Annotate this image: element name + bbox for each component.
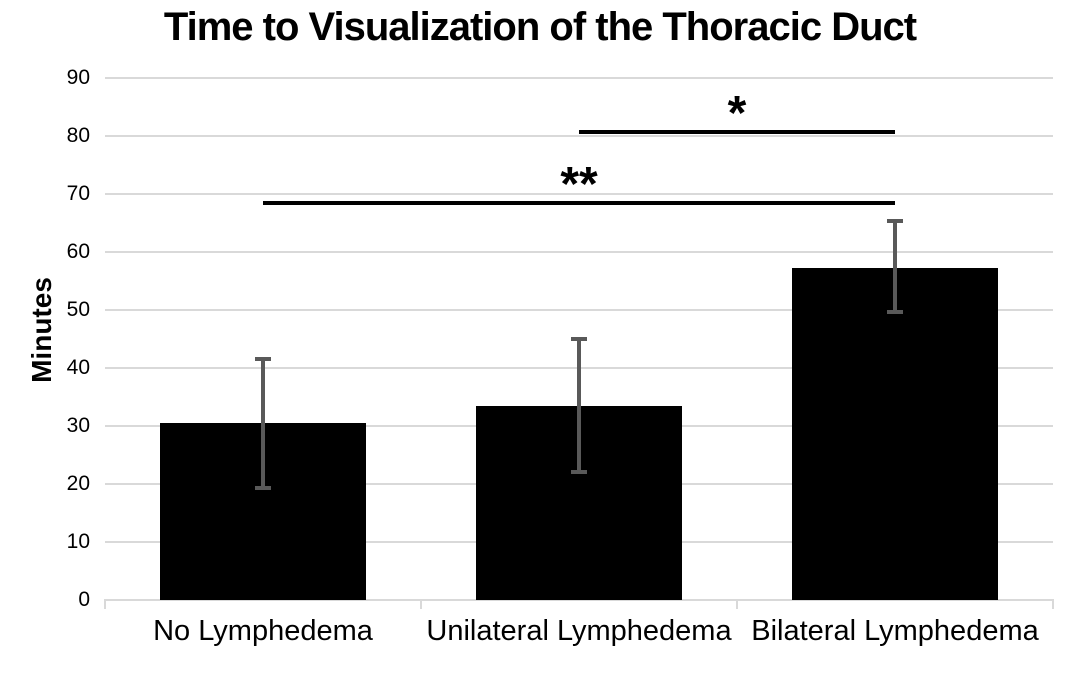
error-bar-0 (261, 359, 265, 489)
x-axis-tick-mark (736, 599, 738, 609)
x-category-label-0: No Lymphedema (153, 615, 373, 647)
error-bar-top-cap-2 (887, 219, 903, 224)
significance-label-1: * (727, 86, 747, 140)
bar-2 (792, 267, 998, 600)
y-tick-label-40: 40 (66, 356, 90, 379)
gridline-60 (105, 251, 1053, 253)
y-tick-label-70: 70 (66, 182, 90, 205)
x-axis-tick-mark (420, 599, 422, 609)
y-tick-label-10: 10 (66, 530, 90, 553)
error-bar-2 (893, 221, 897, 312)
y-tick-label-50: 50 (66, 298, 90, 321)
error-bar-top-cap-1 (571, 337, 587, 341)
y-tick-label-90: 90 (66, 66, 90, 89)
significance-line-0 (263, 200, 895, 205)
significance-line-1 (579, 129, 895, 134)
gridline-50 (105, 309, 1053, 311)
error-bar-bottom-cap-0 (255, 486, 271, 491)
error-bar-1 (577, 339, 581, 473)
y-tick-label-30: 30 (66, 414, 90, 437)
error-bar-bottom-cap-1 (571, 470, 587, 475)
plot-area: ** * (104, 77, 1054, 609)
gridline-80 (105, 135, 1053, 137)
chart-title: Time to Visualization of the Thoracic Du… (163, 5, 917, 49)
x-category-label-2: Bilateral Lymphedema (751, 615, 1039, 647)
y-tick-label-0: 0 (78, 588, 90, 611)
gridline-90 (105, 77, 1053, 79)
gridline-70 (105, 193, 1053, 195)
significance-label-0: ** (560, 157, 598, 211)
y-tick-label-80: 80 (66, 124, 90, 147)
error-bar-bottom-cap-2 (887, 309, 903, 314)
y-tick-label-60: 60 (66, 240, 90, 263)
y-tick-label-20: 20 (66, 472, 90, 495)
gridline-0 (105, 599, 1053, 601)
x-axis-tick-mark (104, 599, 106, 609)
error-bar-top-cap-0 (255, 357, 271, 362)
x-axis-tick-mark (1052, 599, 1054, 609)
x-category-label-1: Unilateral Lymphedema (426, 615, 732, 647)
